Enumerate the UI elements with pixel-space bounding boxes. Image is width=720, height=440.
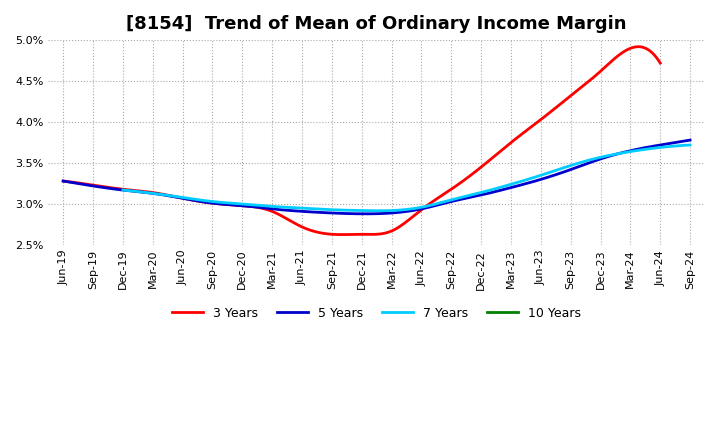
3 Years [295, 223, 304, 228]
5 Years [685, 137, 694, 143]
3 Years [59, 178, 68, 183]
3 Years [436, 194, 444, 199]
Title: [8154]  Trend of Mean of Ordinary Income Margin: [8154] Trend of Mean of Ordinary Income … [127, 15, 627, 33]
Legend: 3 Years, 5 Years, 7 Years, 10 Years: 3 Years, 5 Years, 7 Years, 10 Years [167, 302, 586, 325]
5 Years [134, 189, 143, 194]
7 Years [374, 208, 383, 213]
5 Years [59, 178, 68, 183]
7 Years [303, 206, 312, 211]
3 Years [253, 205, 262, 210]
7 Years [477, 190, 485, 195]
5 Years [455, 197, 464, 202]
3 Years [634, 44, 642, 49]
Line: 7 Years: 7 Years [123, 145, 690, 211]
5 Years [307, 209, 316, 215]
7 Years [119, 187, 127, 193]
3 Years [130, 188, 139, 193]
7 Years [529, 175, 538, 180]
5 Years [516, 183, 525, 188]
7 Years [186, 196, 195, 202]
3 Years [337, 232, 346, 237]
5 Years [362, 211, 371, 216]
Line: 5 Years: 5 Years [63, 140, 690, 214]
5 Years [513, 183, 521, 189]
7 Years [532, 174, 541, 180]
Line: 3 Years: 3 Years [63, 47, 660, 235]
3 Years [656, 60, 665, 66]
7 Years [343, 208, 352, 213]
7 Years [685, 143, 694, 148]
3 Years [491, 153, 500, 158]
3 Years [495, 150, 503, 155]
5 Years [263, 206, 271, 211]
